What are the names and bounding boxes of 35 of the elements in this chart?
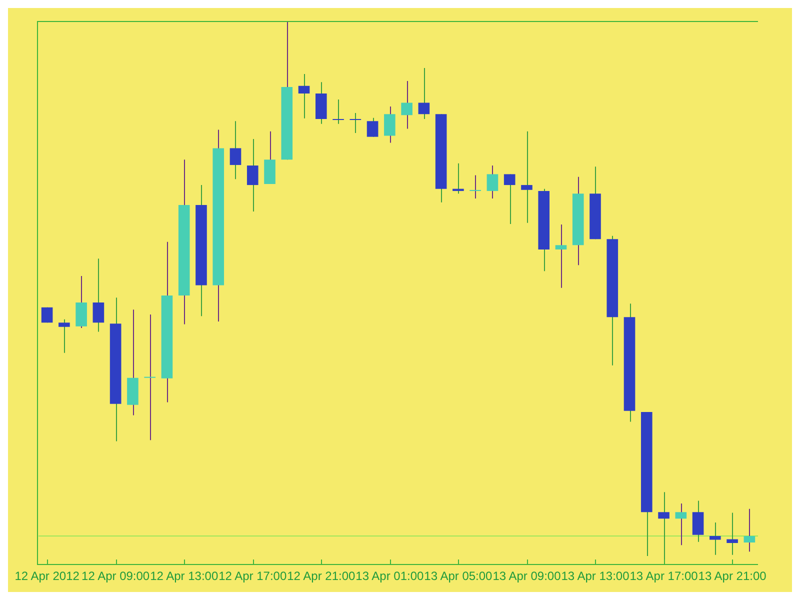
- candlestick: [504, 174, 516, 225]
- candlestick: [350, 112, 362, 134]
- candlestick: [92, 258, 104, 332]
- x-tick-label: 13 Apr 13:00: [561, 569, 630, 584]
- x-tick-label: 12 Apr 13:00: [150, 569, 218, 584]
- candlestick: [246, 138, 258, 212]
- candlestick: [470, 174, 481, 200]
- candlestick: [710, 522, 721, 556]
- x-tick-label: 13 Apr 05:00: [424, 569, 493, 584]
- candlestick: [726, 512, 738, 556]
- candlestick: [384, 106, 396, 144]
- candlestick: [418, 68, 430, 120]
- candlestick: [744, 508, 756, 552]
- candlestick: [144, 314, 156, 441]
- candlestick: [366, 117, 378, 138]
- x-tick-label: 12 Apr 17:00: [218, 569, 287, 584]
- candlestick: [58, 318, 70, 354]
- x-tick-label: 13 Apr 09:00: [492, 569, 562, 584]
- x-tick-label: 13 Apr 01:00: [356, 569, 424, 584]
- candlestick: [401, 80, 412, 130]
- candlestick: [692, 500, 704, 542]
- candlestick: [76, 276, 87, 329]
- candlestick: [675, 502, 687, 546]
- x-tick-label: 13 Apr 21:00: [698, 569, 767, 584]
- candlestick: [452, 162, 464, 194]
- candlestick: [298, 73, 310, 119]
- x-tick-label: 13 Apr 17:00: [630, 569, 698, 584]
- candlestick: [521, 130, 532, 224]
- candlestick: [332, 98, 344, 124]
- candlestick: [486, 165, 498, 200]
- candlestick: [555, 224, 567, 288]
- candlestick: [230, 120, 242, 180]
- x-tick-label: 12 Apr 09:00: [82, 569, 150, 584]
- x-tick-label: 12 Apr 2012: [14, 569, 80, 584]
- x-tick-label: 12 Apr 21:00: [287, 569, 356, 584]
